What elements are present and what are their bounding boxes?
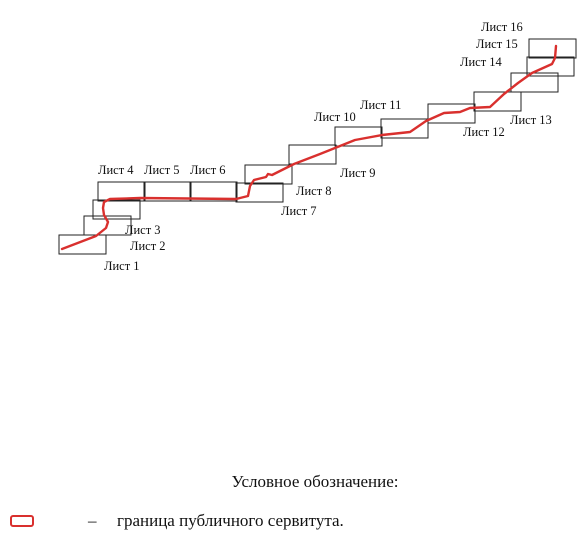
sheet-frame-6[interactable] [189, 181, 238, 202]
sheet-label-13: Лист 13 [510, 113, 552, 127]
sheet-frame-8[interactable] [244, 164, 293, 185]
sheet-label-7: Лист 7 [281, 204, 317, 218]
sheet-label-5: Лист 5 [144, 163, 180, 177]
sheet-label-3: Лист 3 [125, 223, 161, 237]
sheet-frame-4[interactable] [97, 181, 146, 202]
sheet-label-16: Лист 16 [481, 20, 523, 34]
sheet-frame-11[interactable] [380, 118, 429, 139]
sheet-label-11: Лист 11 [360, 98, 401, 112]
sheet-frame-9[interactable] [288, 144, 337, 165]
sheet-frame-13[interactable] [473, 91, 522, 112]
sheet-label-9: Лист 9 [340, 166, 376, 180]
servitude-boundary-route [60, 44, 558, 251]
sheet-label-14: Лист 14 [460, 55, 503, 69]
legend-dash: – [88, 511, 97, 530]
sheet-label-2: Лист 2 [130, 239, 166, 253]
sheet-frame-15[interactable] [526, 56, 575, 77]
legend-title: Условное обозначение: [231, 472, 399, 491]
sheet-label-15: Лист 15 [476, 37, 518, 51]
sheet-label-4: Лист 4 [98, 163, 134, 177]
sheet-frame-16[interactable] [528, 38, 577, 59]
sheet-frame-7[interactable] [235, 182, 284, 203]
sheet-frame-10[interactable] [334, 126, 383, 147]
boundary-swatch-icon [10, 515, 34, 527]
sheet-frame-5[interactable] [143, 181, 192, 202]
sheet-label-10: Лист 10 [314, 110, 356, 124]
sheet-label-6: Лист 6 [190, 163, 226, 177]
sheet-label-12: Лист 12 [463, 125, 505, 139]
sheet-frame-3[interactable] [92, 199, 141, 220]
sheet-label-8: Лист 8 [296, 184, 332, 198]
sheet-frame-1[interactable] [58, 234, 107, 255]
legend-item: – граница публичного сервитута. [0, 510, 585, 536]
sheet-layout-scheme: Лист 1 Лист 2 Лист 3 Лист 4 Лист 5 Лист … [58, 20, 577, 273]
sheet-frame-2[interactable] [83, 215, 132, 236]
legend-item-label: граница публичного сервитута. [117, 511, 344, 530]
sheet-frame-12[interactable] [427, 103, 476, 124]
sheet-label-1: Лист 1 [104, 259, 140, 273]
